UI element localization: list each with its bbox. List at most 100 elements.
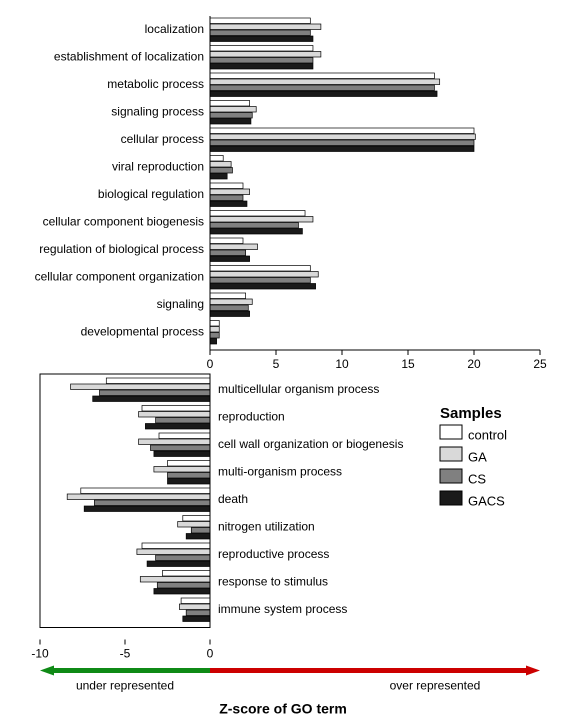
bar-CS — [210, 305, 248, 311]
bar-CS — [210, 140, 474, 146]
bar-control — [142, 543, 210, 549]
category-label: cellular component organization — [35, 270, 204, 284]
bar-GA — [210, 162, 231, 168]
bar-CS — [156, 418, 210, 424]
bar-CS — [191, 528, 210, 534]
bar-GA — [210, 134, 475, 140]
bar-GACS — [210, 36, 313, 42]
bar-GACS — [183, 616, 210, 622]
legend-swatch — [440, 469, 462, 483]
bar-CS — [210, 58, 313, 64]
legend-title: Samples — [440, 405, 502, 422]
legend-swatch — [440, 491, 462, 505]
bar-control — [210, 321, 219, 327]
category-label: cellular component biogenesis — [43, 215, 204, 229]
bar-GA — [154, 467, 210, 473]
bar-control — [210, 101, 250, 107]
legend-label: GACS — [468, 493, 505, 508]
category-label: reproduction — [218, 410, 285, 424]
xtick-label: -10 — [31, 647, 49, 661]
bar-GA — [71, 384, 210, 390]
bar-CS — [151, 445, 211, 451]
bar-GA — [210, 189, 250, 195]
category-label: multicellular organism process — [218, 382, 379, 396]
bar-GA — [139, 412, 210, 418]
bar-GA — [210, 24, 321, 30]
xtick-label: 20 — [467, 357, 481, 371]
category-label: establishment of localization — [54, 50, 204, 64]
bar-GACS — [210, 119, 251, 125]
bar-control — [142, 406, 210, 412]
bar-control — [210, 238, 243, 244]
bar-GACS — [210, 339, 217, 345]
bar-GACS — [210, 64, 313, 70]
bar-control — [210, 211, 305, 217]
bar-control — [210, 183, 243, 189]
bar-CS — [94, 500, 210, 506]
bar-GA — [210, 272, 318, 278]
xaxis-title: Z-score of GO term — [219, 701, 347, 715]
category-label: cell wall organization or biogenesis — [218, 437, 403, 451]
bar-GA — [210, 79, 440, 85]
bar-GA — [67, 494, 210, 500]
bar-GACS — [210, 256, 250, 262]
xtick-label: 10 — [335, 357, 349, 371]
bar-GACS — [84, 506, 210, 512]
xtick-label: -5 — [120, 647, 131, 661]
category-label: signaling process — [111, 105, 204, 119]
category-label: signaling — [157, 297, 204, 311]
bar-CS — [210, 30, 310, 36]
bar-GACS — [210, 311, 250, 317]
category-label: metabolic process — [107, 77, 204, 91]
bar-control — [106, 378, 210, 384]
legend-swatch — [440, 425, 462, 439]
bar-control — [210, 156, 223, 162]
bar-CS — [210, 223, 298, 229]
bar-GACS — [210, 229, 302, 235]
bar-control — [210, 46, 313, 52]
bar-GA — [210, 217, 313, 223]
bar-CS — [210, 113, 252, 119]
go-term-chart: localizationestablishment of localizatio… — [10, 10, 557, 714]
bar-CS — [168, 473, 211, 479]
bar-control — [210, 266, 310, 272]
bar-GACS — [93, 396, 210, 402]
category-label: reproductive process — [218, 547, 329, 561]
bar-GA — [210, 244, 258, 250]
bar-control — [210, 73, 434, 79]
bar-GACS — [154, 589, 210, 595]
bar-control — [159, 433, 210, 439]
bar-GA — [179, 604, 210, 610]
category-label: viral reproduction — [112, 160, 204, 174]
bar-control — [183, 516, 210, 522]
bar-GACS — [210, 201, 247, 207]
xtick-label: 15 — [401, 357, 415, 371]
bar-GA — [210, 299, 252, 305]
bar-GACS — [210, 91, 437, 97]
bar-GA — [178, 522, 210, 528]
bar-GACS — [186, 534, 210, 540]
bar-CS — [157, 583, 210, 589]
bar-GACS — [210, 284, 316, 290]
bar-control — [181, 598, 210, 604]
xtick-label: 5 — [273, 357, 280, 371]
category-label: immune system process — [218, 602, 347, 616]
bar-GACS — [147, 561, 210, 567]
under-arrow — [40, 666, 210, 676]
category-label: developmental process — [81, 325, 204, 339]
bar-GA — [210, 52, 321, 58]
bar-CS — [100, 390, 211, 396]
category-label: cellular process — [121, 132, 204, 146]
bar-CS — [210, 333, 219, 339]
category-label: regulation of biological process — [39, 242, 204, 256]
bar-CS — [210, 85, 434, 91]
category-label: nitrogen utilization — [218, 520, 315, 534]
legend-label: GA — [468, 449, 487, 464]
under-label: under represented — [76, 679, 174, 693]
bar-GA — [210, 327, 219, 333]
bar-CS — [210, 278, 310, 284]
category-label: death — [218, 492, 248, 506]
category-label: biological regulation — [98, 187, 204, 201]
bar-GA — [139, 439, 210, 445]
bar-GACS — [210, 174, 227, 180]
